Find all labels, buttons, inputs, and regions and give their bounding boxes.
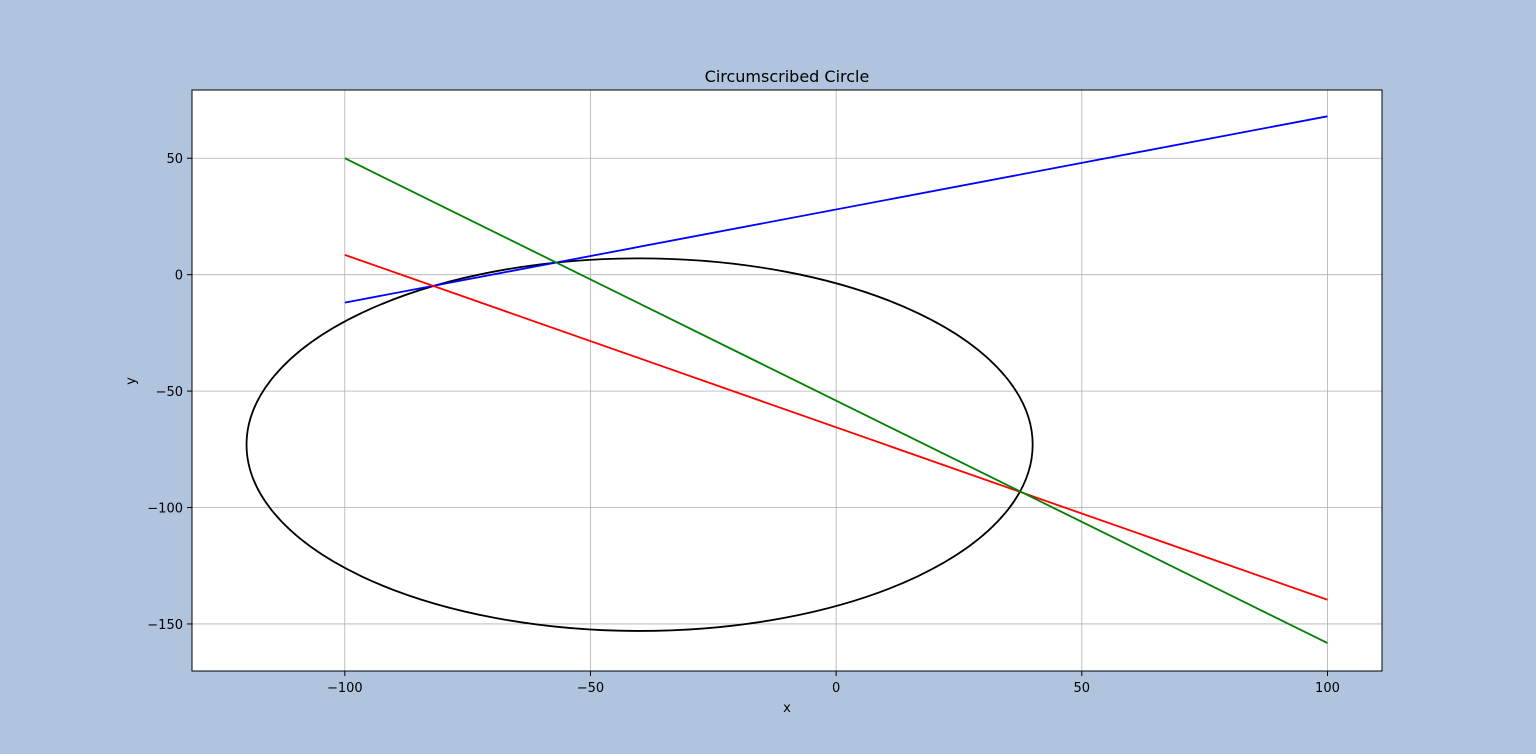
plot-area (192, 90, 1382, 671)
x-axis-label: x (783, 701, 791, 716)
y-tick-label: 0 (175, 269, 183, 284)
x-tick-label: 50 (1074, 681, 1091, 696)
chart-title: Circumscribed Circle (705, 67, 870, 86)
grid-lines (192, 90, 1382, 671)
line-series-2 (344, 254, 1328, 601)
y-tick-label: −150 (147, 618, 183, 633)
y-tick-label: 50 (166, 152, 183, 167)
y-tick-label: −50 (156, 385, 183, 400)
x-tick-label: 0 (832, 681, 840, 696)
line-series-3 (344, 157, 1328, 644)
line-series-1 (344, 115, 1328, 304)
x-tick-label: 100 (1315, 681, 1340, 696)
axis-ticks: −100 −50 0 50 100 50 0 −50 −100 −150 (147, 152, 1340, 696)
plot-data (245, 115, 1328, 644)
y-tick-label: −100 (147, 502, 183, 517)
y-axis-label: y (124, 377, 139, 385)
x-tick-label: −100 (327, 681, 363, 696)
plot-frame (191, 89, 1383, 672)
x-tick-label: −50 (577, 681, 604, 696)
circumscribed-circle (245, 257, 1034, 632)
